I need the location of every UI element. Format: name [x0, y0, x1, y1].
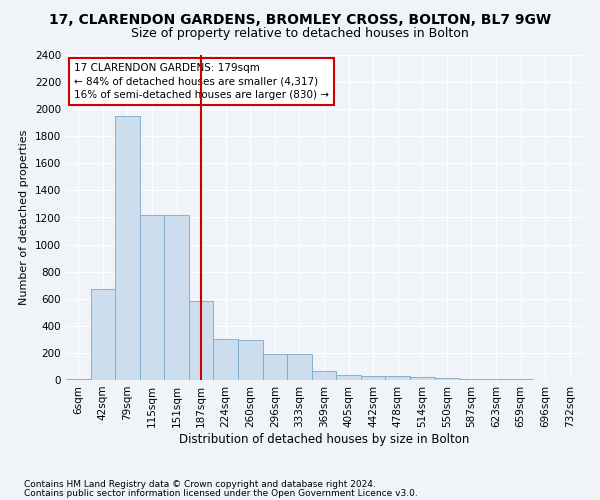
Text: 17 CLARENDON GARDENS: 179sqm
← 84% of detached houses are smaller (4,317)
16% of: 17 CLARENDON GARDENS: 179sqm ← 84% of de… — [74, 63, 329, 100]
Bar — [361, 376, 385, 380]
Text: Size of property relative to detached houses in Bolton: Size of property relative to detached ho… — [131, 28, 469, 40]
Bar — [410, 377, 434, 380]
Text: 17, CLARENDON GARDENS, BROMLEY CROSS, BOLTON, BL7 9GW: 17, CLARENDON GARDENS, BROMLEY CROSS, BO… — [49, 12, 551, 26]
Bar — [189, 302, 214, 380]
X-axis label: Distribution of detached houses by size in Bolton: Distribution of detached houses by size … — [179, 432, 469, 446]
Y-axis label: Number of detached properties: Number of detached properties — [19, 130, 29, 305]
Text: Contains public sector information licensed under the Open Government Licence v3: Contains public sector information licen… — [24, 488, 418, 498]
Bar — [238, 340, 263, 380]
Bar — [263, 354, 287, 380]
Bar — [459, 378, 484, 380]
Bar — [312, 370, 336, 380]
Bar — [214, 340, 238, 380]
Bar — [336, 374, 361, 380]
Bar — [287, 354, 312, 380]
Bar — [385, 376, 410, 380]
Bar — [164, 215, 189, 380]
Text: Contains HM Land Registry data © Crown copyright and database right 2024.: Contains HM Land Registry data © Crown c… — [24, 480, 376, 489]
Bar — [91, 290, 115, 380]
Bar — [115, 116, 140, 380]
Bar — [434, 378, 459, 380]
Bar — [140, 215, 164, 380]
Bar — [484, 379, 508, 380]
